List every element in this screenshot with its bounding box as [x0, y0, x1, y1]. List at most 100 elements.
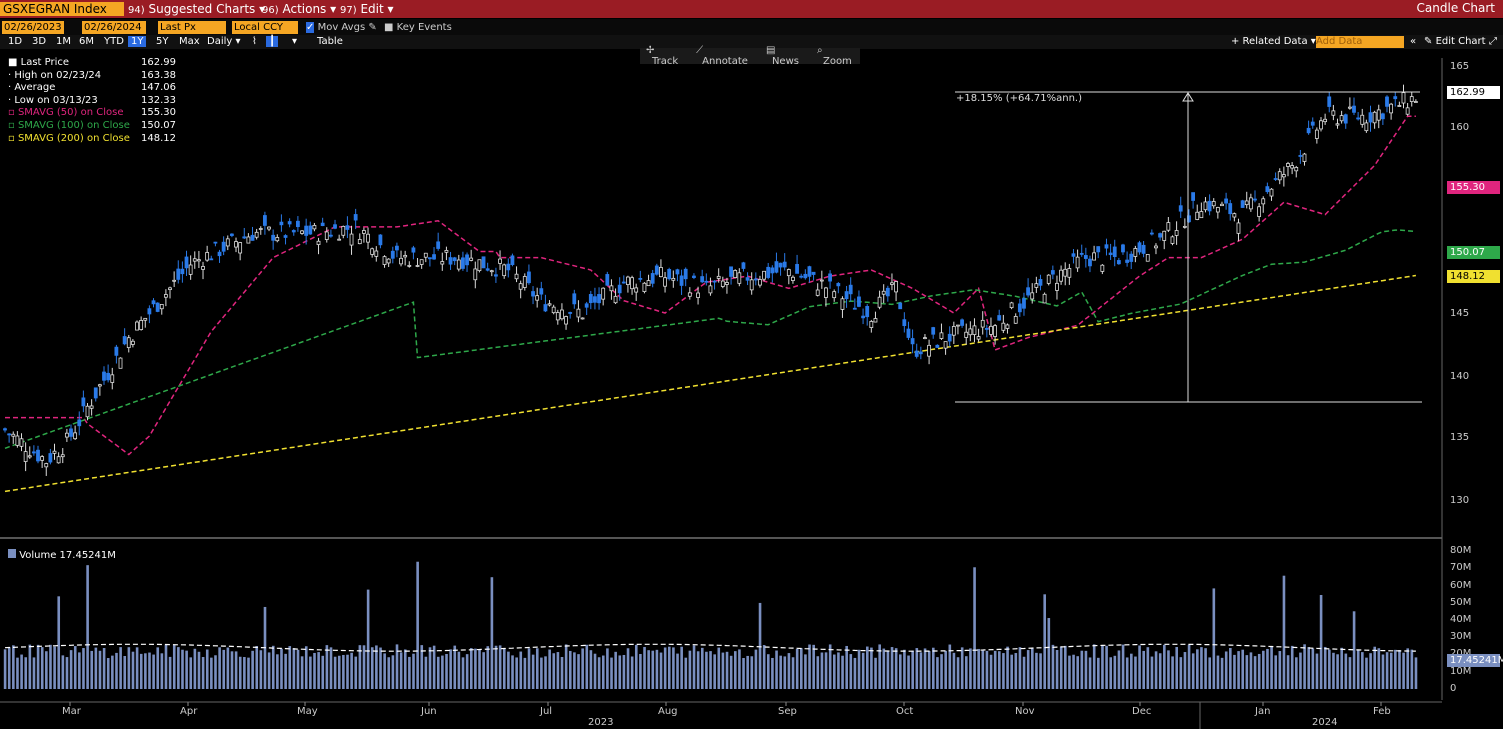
- volume-bar: [1101, 645, 1104, 689]
- candle-body: [374, 250, 379, 257]
- expand-icon[interactable]: ⤢: [1489, 36, 1497, 47]
- candle-body: [795, 264, 799, 274]
- frequency-select[interactable]: Daily ▾: [207, 36, 241, 47]
- x-tick-label: Oct: [896, 706, 914, 717]
- volume-bar: [606, 648, 609, 689]
- related-data-button[interactable]: + Related Data ▾: [1231, 36, 1316, 47]
- period-max[interactable]: Max: [179, 36, 200, 47]
- collapse-icon[interactable]: «: [1410, 36, 1417, 47]
- volume-bar: [1134, 656, 1137, 689]
- period-ytd[interactable]: YTD: [104, 36, 124, 47]
- candle-body: [510, 255, 515, 265]
- candle-body: [997, 315, 1002, 321]
- volume-bar: [1224, 651, 1228, 689]
- candle-body: [1240, 200, 1245, 208]
- candle-chart-icon[interactable]: ┃: [266, 36, 279, 47]
- candle-body: [1195, 211, 1200, 220]
- mov-avgs-toggle[interactable]: ✓ Mov Avgs ✎: [306, 22, 377, 33]
- track-tool[interactable]: ✢ Track: [646, 45, 679, 67]
- candle-body: [576, 308, 581, 318]
- candle-body: [885, 287, 890, 297]
- candle-body: [1244, 200, 1249, 206]
- candle-body: [110, 374, 115, 383]
- volume-bar: [98, 650, 102, 689]
- candle-body: [69, 428, 73, 437]
- end-date-field[interactable]: 02/26/2024: [82, 21, 146, 34]
- period-1y[interactable]: 1Y: [128, 36, 147, 47]
- volume-bar: [1196, 649, 1199, 689]
- suggested-charts-menu[interactable]: 94) Suggested Charts ▾: [128, 2, 266, 16]
- candle-body: [81, 397, 86, 407]
- key-events-toggle[interactable]: ■ Key Events: [384, 22, 452, 33]
- volume-bar: [601, 655, 605, 689]
- volume-bar: [965, 656, 968, 689]
- candle-body: [725, 282, 729, 285]
- volume-bar: [899, 654, 902, 689]
- edit-chart-button[interactable]: ✎ Edit Chart: [1424, 36, 1486, 47]
- volume-bar: [399, 652, 403, 689]
- candle-body: [1108, 252, 1113, 256]
- candle-body: [452, 257, 457, 262]
- candle-body: [135, 321, 139, 331]
- volume-bar: [771, 657, 774, 689]
- volume-bar: [1154, 651, 1158, 689]
- legend-label: ▫ SMAVG (50) on Close: [8, 107, 124, 119]
- volume-bar: [210, 657, 213, 689]
- volume-bar: [238, 656, 242, 689]
- edit-menu[interactable]: 97) Edit ▾: [340, 2, 394, 16]
- actions-menu[interactable]: 96) Actions ▾: [262, 2, 337, 16]
- candle-body: [572, 293, 577, 305]
- legend-value: 148.12: [141, 132, 176, 144]
- candle-body: [716, 275, 721, 279]
- volume-tick-label: 30M: [1450, 631, 1472, 642]
- candle-body: [498, 258, 502, 264]
- price-field[interactable]: Last Px: [158, 21, 226, 34]
- annotate-tool[interactable]: ⟋ Annotate: [696, 45, 748, 67]
- volume-bar: [482, 652, 485, 689]
- chevron-down-icon[interactable]: ▾: [292, 36, 298, 47]
- volume-bar: [358, 645, 362, 689]
- candle-body: [906, 328, 911, 338]
- candle-body: [52, 450, 57, 454]
- volume-bar: [1026, 650, 1030, 689]
- candle-body: [1166, 222, 1171, 231]
- volume-bar: [568, 650, 572, 689]
- volume-bar: [1117, 650, 1121, 689]
- volume-bar: [535, 648, 539, 689]
- volume-bar: [152, 654, 155, 689]
- period-3d[interactable]: 3D: [32, 36, 47, 47]
- candle-body: [828, 273, 832, 282]
- add-data-field[interactable]: Add Data: [1316, 36, 1404, 48]
- line-chart-icon[interactable]: ⌇: [252, 36, 257, 47]
- volume-bar: [255, 646, 259, 689]
- candle-body: [238, 242, 243, 254]
- volume-bar: [952, 652, 956, 689]
- candle-body: [64, 432, 69, 438]
- period-1m[interactable]: 1M: [56, 36, 71, 47]
- ticker-field[interactable]: GSXEGRAN Index: [0, 2, 124, 16]
- volume-bar: [226, 647, 230, 689]
- news-tool[interactable]: ▤ News: [765, 45, 799, 67]
- candle-body: [1401, 92, 1406, 104]
- candle-body: [271, 234, 276, 241]
- candle-body: [279, 221, 284, 226]
- candle-body: [3, 428, 7, 431]
- candle-body: [593, 296, 597, 303]
- settings-bar: 02/26/2023 02/26/2024 Last Px Local CCY …: [0, 19, 1503, 36]
- currency-field[interactable]: Local CCY: [232, 21, 298, 34]
- start-date-field[interactable]: 02/26/2023: [2, 21, 64, 34]
- volume-bar: [148, 652, 151, 689]
- table-button[interactable]: Table: [317, 36, 343, 47]
- period-5y[interactable]: 5Y: [156, 36, 169, 47]
- candle-body: [1220, 203, 1224, 207]
- volume-tick-label: 20M: [1450, 648, 1471, 659]
- price-tag: 150.07: [1447, 246, 1500, 259]
- period-1d[interactable]: 1D: [8, 36, 23, 47]
- candle-body: [1389, 103, 1394, 114]
- volume-bar: [1332, 652, 1335, 689]
- zoom-tool[interactable]: ⌕ Zoom: [816, 45, 852, 67]
- period-6m[interactable]: 6M: [79, 36, 94, 47]
- candle-body: [535, 295, 540, 301]
- volume-bar: [1216, 655, 1220, 689]
